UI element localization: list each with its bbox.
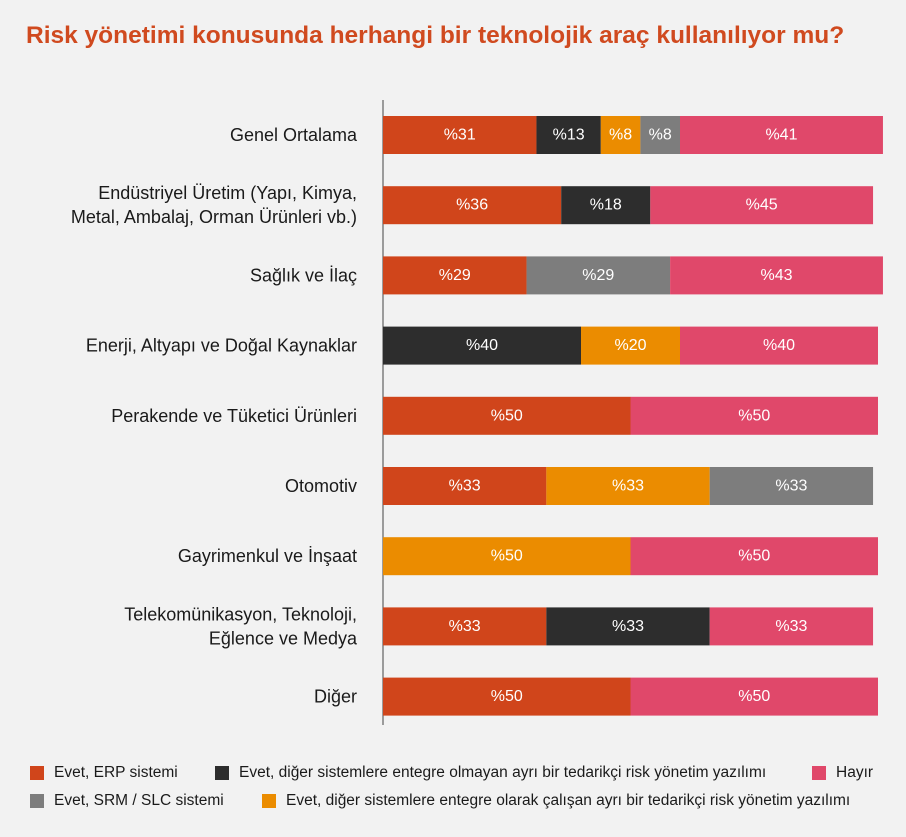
bar-segment [383,467,547,505]
data-label: %29 [439,267,471,284]
legend-item-integrated-software: Evet, diğer sistemlere entegre olarak ça… [262,792,850,810]
data-label: %36 [456,197,488,214]
bar-segment [680,116,883,154]
category-label: Telekomünikasyon, Teknoloji, [124,604,357,624]
data-label: %45 [746,197,778,214]
bar-segment [680,326,878,365]
data-label: %41 [765,127,797,144]
category-label: Genel Ortalama [230,125,358,145]
bar-segment [546,607,710,646]
category-label: Diğer [314,687,357,707]
legend-label-srm: Evet, SRM / SLC sistemi [54,792,224,809]
data-label: %33 [612,618,644,635]
legend-item-no: Hayır [812,764,873,782]
data-label: %33 [449,618,481,635]
bar-segment [630,677,878,716]
data-label: %50 [738,688,770,705]
data-label: %50 [738,407,770,424]
legend-item-srm: Evet, SRM / SLC sistemi [30,792,224,810]
bar-segment [640,116,680,154]
data-label: %20 [614,337,646,354]
bar-segment [630,537,878,576]
category-label: Metal, Ambalaj, Orman Ürünleri vb.) [71,207,357,227]
legend-swatch-no [812,766,826,780]
category-label: Eğlence ve Medya [209,628,358,648]
legend-swatch-srm [30,794,44,808]
legend-label-separate-software: Evet, diğer sistemlere entegre olmayan a… [239,764,767,781]
data-label: %50 [738,548,770,565]
data-label: %8 [649,127,672,144]
category-label: Otomotiv [285,476,357,496]
data-label: %8 [609,127,632,144]
bar-segment [383,186,562,225]
data-label: %33 [775,618,807,635]
legend-swatch-integrated-software [262,794,276,808]
bar-segment [630,396,878,435]
bar-segment [383,396,631,435]
bar-segment [383,256,527,295]
category-label: Perakende ve Tüketici Ürünleri [111,406,357,426]
legend-label-no: Hayır [836,764,874,781]
bar-segment [383,607,547,646]
data-label: %40 [466,337,498,354]
bar-segment [383,116,537,154]
category-label: Endüstriyel Üretim (Yapı, Kimya, [98,183,357,203]
legend-item-erp: Evet, ERP sistemi [30,764,178,782]
data-label: %40 [763,337,795,354]
category-label: Enerji, Altyapı ve Doğal Kaynaklar [86,336,357,356]
data-label: %18 [590,197,622,214]
bar-segment [670,256,883,295]
bar-segment [561,186,651,225]
bar-segment [526,256,671,295]
data-label: %33 [775,478,807,495]
legend-item-separate-software: Evet, diğer sistemlere entegre olmayan a… [215,764,766,782]
bar-segment [600,116,641,154]
bar-segment [536,116,601,154]
bar-segment [650,186,874,225]
bar-segment [383,677,631,716]
legend-swatch-erp [30,766,44,780]
legend-label-erp: Evet, ERP sistemi [54,764,178,781]
category-label: Sağlık ve İlaç [250,265,357,285]
bar-segment [546,467,710,505]
bar-segment [383,537,631,576]
bar-segment [383,326,581,365]
data-label: %33 [449,478,481,495]
data-label: %13 [553,127,585,144]
data-label: %43 [761,267,793,284]
legend-swatch-separate-software [215,766,229,780]
data-label: %31 [444,127,476,144]
bar-segment [581,326,680,365]
bar-segment [709,467,874,505]
category-label: Gayrimenkul ve İnşaat [178,546,357,566]
chart-title: Risk yönetimi konusunda herhangi bir tek… [26,22,845,49]
legend-label-integrated-software: Evet, diğer sistemlere entegre olarak ça… [286,792,851,809]
bar-segment [709,607,874,646]
data-label: %50 [491,688,523,705]
data-label: %33 [612,478,644,495]
data-label: %50 [491,548,523,565]
data-label: %50 [491,407,523,424]
data-label: %29 [582,267,614,284]
